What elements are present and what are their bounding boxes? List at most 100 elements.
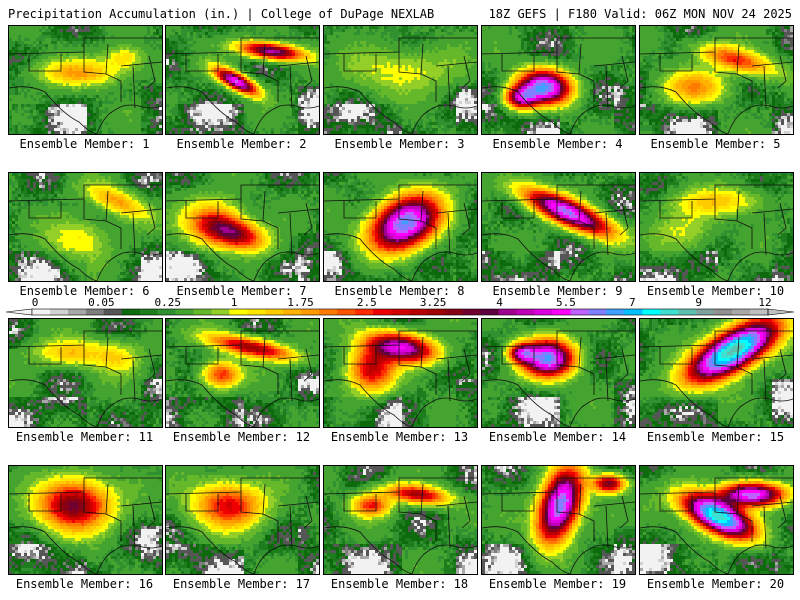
precip-cell bbox=[144, 89, 147, 92]
rio-grande-border bbox=[166, 86, 255, 134]
precip-cell bbox=[327, 74, 330, 77]
precip-cell bbox=[175, 35, 178, 38]
precip-cell bbox=[99, 32, 102, 35]
precip-cell bbox=[292, 41, 295, 44]
precip-cell bbox=[45, 125, 48, 128]
precip-cell bbox=[324, 68, 327, 71]
precip-cell bbox=[48, 125, 51, 128]
precip-cell bbox=[102, 71, 105, 74]
precip-cell bbox=[229, 68, 232, 71]
precip-cell bbox=[30, 92, 33, 95]
precip-cell bbox=[295, 26, 298, 29]
precip-cell bbox=[324, 77, 327, 80]
precip-cell bbox=[399, 86, 402, 89]
precip-cell bbox=[108, 98, 111, 101]
precip-cell bbox=[462, 38, 465, 41]
precip-cell bbox=[295, 44, 298, 47]
precip-cell bbox=[36, 113, 39, 116]
precip-cell bbox=[351, 44, 354, 47]
precip-cell bbox=[184, 104, 187, 107]
precip-cell bbox=[99, 119, 102, 122]
precip-cell bbox=[90, 77, 93, 80]
precip-cell bbox=[438, 35, 441, 38]
precip-cell bbox=[72, 41, 75, 44]
precip-cell bbox=[57, 113, 60, 116]
precip-cell bbox=[60, 110, 63, 113]
precip-cell bbox=[153, 53, 156, 56]
precip-cell bbox=[93, 80, 96, 83]
precip-cell bbox=[235, 59, 238, 62]
precip-cell bbox=[108, 50, 111, 53]
precip-cell bbox=[69, 68, 72, 71]
precip-cell bbox=[111, 122, 114, 125]
precip-cell bbox=[408, 26, 411, 29]
precip-cell bbox=[181, 41, 184, 44]
precip-cell bbox=[42, 44, 45, 47]
precip-cell bbox=[87, 59, 90, 62]
precip-cell bbox=[193, 92, 196, 95]
precip-cell bbox=[36, 116, 39, 119]
precip-cell bbox=[99, 26, 102, 29]
precip-cell bbox=[399, 53, 402, 56]
precip-cell bbox=[45, 47, 48, 50]
precip-cell bbox=[48, 116, 51, 119]
precip-cell bbox=[250, 98, 253, 101]
precip-cell bbox=[48, 122, 51, 125]
precip-cell bbox=[357, 77, 360, 80]
precip-cell bbox=[280, 59, 283, 62]
precip-cell bbox=[438, 62, 441, 65]
precip-cell bbox=[208, 116, 211, 119]
precip-cell bbox=[144, 101, 147, 104]
precip-cell bbox=[286, 95, 289, 98]
precip-cell bbox=[256, 56, 259, 59]
precip-cell bbox=[9, 71, 12, 74]
precip-cell bbox=[214, 26, 217, 29]
precip-cell bbox=[369, 32, 372, 35]
precip-cell bbox=[144, 29, 147, 32]
precip-cell bbox=[54, 62, 57, 65]
precip-cell bbox=[271, 29, 274, 32]
precip-cell bbox=[235, 116, 238, 119]
precip-cell bbox=[153, 41, 156, 44]
precip-cell bbox=[57, 62, 60, 65]
precip-cell bbox=[414, 74, 417, 77]
precip-cell bbox=[45, 65, 48, 68]
precip-cell bbox=[72, 131, 75, 134]
precip-cell bbox=[63, 74, 66, 77]
precip-cell bbox=[417, 35, 420, 38]
precip-cell bbox=[184, 74, 187, 77]
precip-cell bbox=[220, 128, 223, 131]
precip-cell bbox=[156, 131, 159, 134]
precip-cell bbox=[408, 68, 411, 71]
precip-cell bbox=[90, 125, 93, 128]
precip-cell bbox=[132, 26, 135, 29]
precip-cell bbox=[432, 32, 435, 35]
precip-cell bbox=[250, 44, 253, 47]
precip-cell bbox=[333, 98, 336, 101]
precip-cell bbox=[75, 68, 78, 71]
precip-cell bbox=[166, 131, 169, 134]
precip-cell bbox=[253, 122, 256, 125]
precip-cell bbox=[289, 131, 292, 134]
precip-cell bbox=[190, 107, 193, 110]
precip-cell bbox=[462, 98, 465, 101]
precip-cell bbox=[12, 98, 15, 101]
precip-cell bbox=[150, 47, 153, 50]
precip-cell bbox=[235, 122, 238, 125]
precip-cell bbox=[205, 68, 208, 71]
precip-cell bbox=[153, 128, 156, 131]
precip-cell bbox=[247, 83, 250, 86]
precip-cell bbox=[253, 29, 256, 32]
precip-cell bbox=[48, 119, 51, 122]
precip-cell bbox=[333, 89, 336, 92]
precip-cell bbox=[474, 92, 477, 95]
precip-cell bbox=[120, 35, 123, 38]
precip-cell bbox=[81, 44, 84, 47]
precip-cell bbox=[81, 110, 84, 113]
precip-cell bbox=[84, 38, 87, 41]
precip-cell bbox=[81, 116, 84, 119]
precip-cell bbox=[211, 77, 214, 80]
precip-cell bbox=[138, 41, 141, 44]
precip-cell bbox=[238, 86, 241, 89]
precip-cell bbox=[48, 110, 51, 113]
